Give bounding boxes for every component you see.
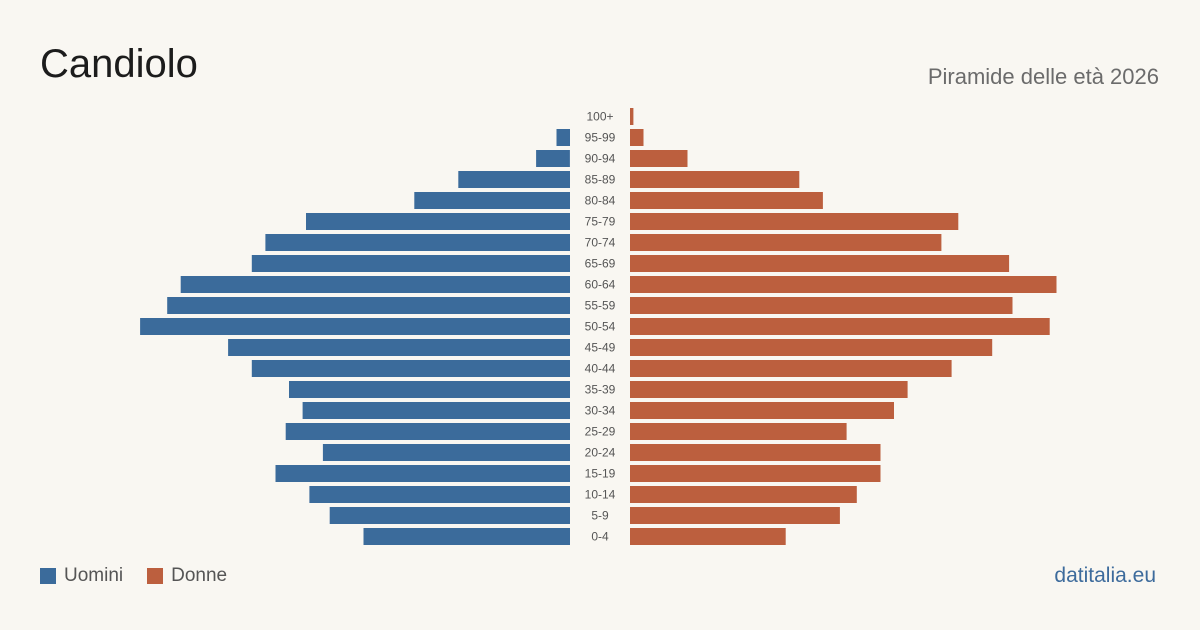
legend-item-men: Uomini [40, 565, 123, 587]
bar-men-10-14 [309, 486, 570, 503]
age-label-25-29: 25-29 [585, 425, 616, 439]
bar-women-15-19 [630, 465, 881, 482]
bar-women-55-59 [630, 297, 1013, 314]
bar-women-30-34 [630, 402, 894, 419]
bar-men-80-84 [414, 192, 570, 209]
age-label-40-44: 40-44 [585, 362, 616, 376]
bar-women-65-69 [630, 255, 1010, 272]
legend-label-men: Uomini [64, 565, 124, 586]
bar-women-40-44 [630, 360, 952, 377]
age-label-45-49: 45-49 [585, 341, 616, 355]
bar-men-95-99 [556, 129, 570, 146]
legend-label-women: Donne [171, 565, 228, 586]
legend: Uomini Donne [40, 565, 251, 587]
bar-men-50-54 [140, 318, 570, 335]
bar-women-35-39 [630, 381, 908, 398]
bar-women-20-24 [630, 444, 881, 461]
bar-women-60-64 [630, 276, 1057, 293]
age-label-65-69: 65-69 [585, 257, 616, 271]
bar-women-10-14 [630, 486, 857, 503]
bar-women-70-74 [630, 234, 942, 251]
bar-men-30-34 [302, 402, 570, 419]
bar-men-55-59 [167, 297, 570, 314]
bar-women-50-54 [630, 318, 1050, 335]
population-pyramid-chart: 100+ 95-99 90-94 85-89 80-84 75-79 70-74 65-69 6… [140, 108, 1057, 545]
age-label-10-14: 10-14 [585, 488, 616, 502]
chart-title: Candiolo [40, 42, 198, 86]
age-label-30-34: 30-34 [585, 404, 616, 418]
age-label-20-24: 20-24 [585, 446, 616, 460]
bar-men-15-19 [275, 465, 570, 482]
age-label-95-99: 95-99 [585, 131, 616, 145]
age-label-90-94: 90-94 [585, 152, 616, 166]
age-label-0-4: 0-4 [591, 530, 609, 544]
source-link[interactable]: datitalia.eu [1054, 564, 1156, 587]
age-label-35-39: 35-39 [585, 383, 616, 397]
bar-women-100+ [630, 108, 634, 125]
age-label-85-89: 85-89 [585, 173, 616, 187]
legend-swatch-men [40, 568, 56, 584]
bar-women-80-84 [630, 192, 823, 209]
bar-women-75-79 [630, 213, 959, 230]
bar-men-85-89 [458, 171, 570, 188]
bar-men-90-94 [536, 150, 570, 167]
bar-men-45-49 [228, 339, 570, 356]
age-label-55-59: 55-59 [585, 299, 616, 313]
age-label-70-74: 70-74 [585, 236, 616, 250]
bar-men-65-69 [251, 255, 571, 272]
bar-women-25-29 [630, 423, 847, 440]
bar-men-5-9 [329, 507, 570, 524]
age-label-80-84: 80-84 [585, 194, 616, 208]
age-label-50-54: 50-54 [585, 320, 616, 334]
bar-men-25-29 [285, 423, 570, 440]
bar-men-0-4 [363, 528, 570, 545]
chart-subtitle: Piramide delle età 2026 [927, 64, 1159, 89]
bar-women-0-4 [630, 528, 786, 545]
age-label-15-19: 15-19 [585, 467, 616, 481]
bar-men-70-74 [265, 234, 570, 251]
bar-women-45-49 [630, 339, 993, 356]
bar-men-40-44 [251, 360, 571, 377]
bar-men-60-64 [180, 276, 570, 293]
age-label-100+: 100+ [586, 110, 613, 124]
bar-men-20-24 [322, 444, 570, 461]
bar-men-35-39 [289, 381, 570, 398]
legend-item-women: Donne [147, 565, 227, 587]
age-label-5-9: 5-9 [591, 509, 609, 523]
legend-swatch-women [147, 568, 164, 584]
age-label-75-79: 75-79 [585, 215, 616, 229]
bar-women-90-94 [630, 150, 688, 167]
bar-women-5-9 [630, 507, 840, 524]
bar-men-75-79 [306, 213, 570, 230]
bar-women-95-99 [630, 129, 644, 146]
age-label-60-64: 60-64 [585, 278, 616, 292]
bar-women-85-89 [630, 171, 800, 188]
